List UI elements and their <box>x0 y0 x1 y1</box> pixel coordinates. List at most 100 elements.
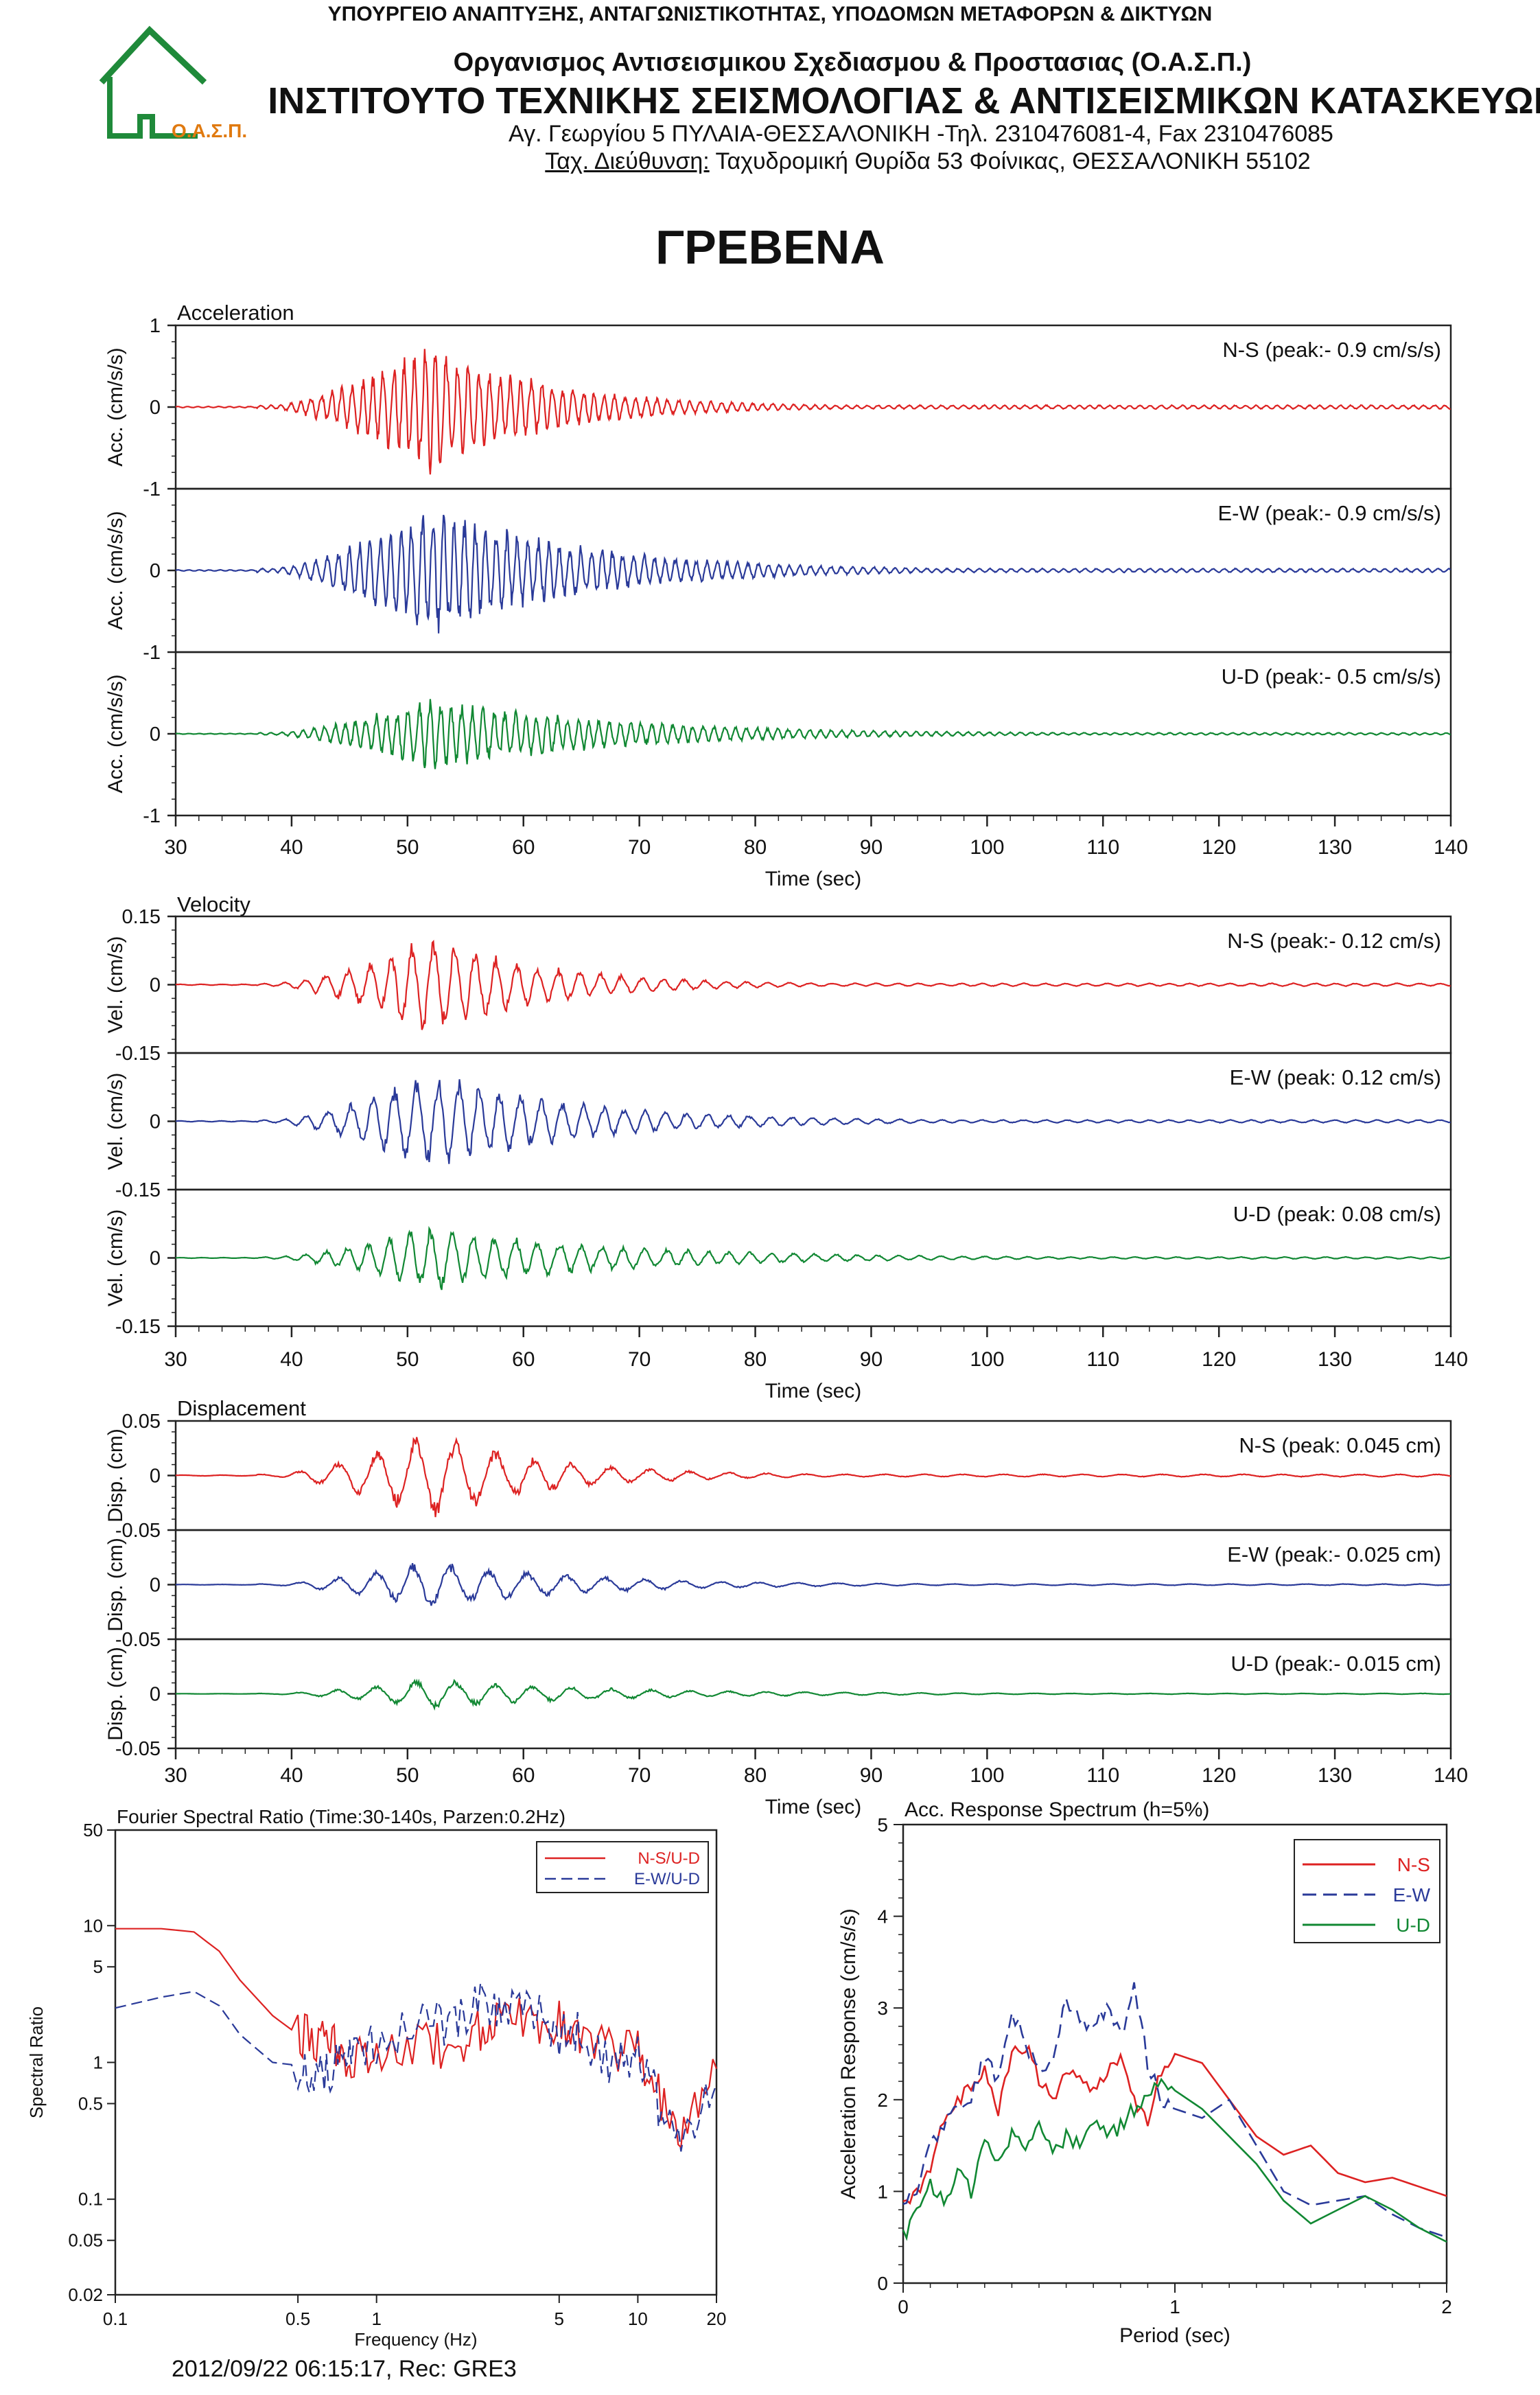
y-axis-label: Vel. (cm/s) <box>104 1210 127 1307</box>
x-tick-label: 100 <box>970 836 1004 859</box>
y-tick-label: 0 <box>877 2273 888 2294</box>
x-axis-label: Time (sec) <box>765 868 862 890</box>
x-tick-label: 110 <box>1086 836 1119 859</box>
x-tick-label: 90 <box>860 836 883 859</box>
peak-label-e-w: E-W (peak:- 0.025 cm) <box>1227 1542 1441 1566</box>
y-tick-label: 0 <box>150 724 161 745</box>
x-tick-label: 70 <box>628 836 651 859</box>
y-tick-label: 1 <box>150 315 161 337</box>
y-tick-label: 50 <box>83 1820 103 1840</box>
x-tick-label: 140 <box>1434 1764 1468 1787</box>
y-tick-label: -1 <box>143 642 161 664</box>
y-tick-label: -0.15 <box>115 1179 161 1201</box>
response-series-e-w <box>902 1982 1447 2238</box>
y-axis-label: Disp. (cm) <box>104 1538 127 1632</box>
y-tick-label: 0.05 <box>122 1411 161 1433</box>
y-tick-label: -0.05 <box>115 1520 161 1542</box>
x-tick-label: 60 <box>512 1764 535 1787</box>
ministry-header: ΥΠΟΥΡΓΕΙΟ ΑΝΑΠΤΥΞΗΣ, ΑΝΤΑΓΩΝΙΣΤΙΚΟΤΗΤΑΣ,… <box>327 3 1213 25</box>
y-tick-label: 0 <box>150 1466 161 1488</box>
x-tick-label: 80 <box>744 1764 767 1787</box>
x-tick-label: 120 <box>1202 1348 1236 1371</box>
waveform-n-s <box>175 1437 1451 1518</box>
x-tick-label: 60 <box>512 1348 535 1371</box>
y-tick-label: 2 <box>877 2090 888 2111</box>
y-tick-label: 1 <box>877 2181 888 2202</box>
y-tick-label: 0 <box>150 975 161 997</box>
y-axis-label: Disp. (cm) <box>104 1647 127 1741</box>
x-axis-label: Frequency (Hz) <box>354 2329 477 2350</box>
address-line: Αγ. Γεωργίου 5 ΠΥΛΑΙΑ-ΘΕΣΣΑΛΟΝΙΚΗ -Τηλ. … <box>509 121 1333 147</box>
y-axis-label: Disp. (cm) <box>104 1428 127 1523</box>
y-axis-label: Vel. (cm/s) <box>104 1073 127 1170</box>
peak-label-u-d: U-D (peak: 0.08 cm/s) <box>1233 1202 1441 1226</box>
y-tick-label: 0.5 <box>78 2093 103 2114</box>
y-axis-label: Acc. (cm/s/s) <box>104 347 127 466</box>
y-axis-label: Acc. (cm/s/s) <box>104 511 127 629</box>
x-tick-label: 5 <box>555 2309 564 2329</box>
x-tick-label: 80 <box>744 1348 767 1371</box>
x-tick-label: 40 <box>280 1764 303 1787</box>
x-tick-label: 80 <box>744 836 767 859</box>
peak-label-e-w: E-W (peak:- 0.9 cm/s/s) <box>1217 501 1441 525</box>
x-tick-label: 120 <box>1202 836 1236 859</box>
legend-label: E-W/U-D <box>634 1870 700 1888</box>
y-tick-label: 0 <box>150 560 161 582</box>
legend-label: N-S <box>1397 1854 1430 1875</box>
group-title-0: Acceleration <box>177 301 294 325</box>
postal-label: Ταχ. Διεύθυνση: <box>545 148 710 174</box>
x-axis-label: Time (sec) <box>765 1796 862 1818</box>
peak-label-u-d: U-D (peak:- 0.5 cm/s/s) <box>1222 664 1441 689</box>
x-tick-label: 40 <box>280 836 303 859</box>
waveform-u-d <box>175 699 1451 770</box>
fourier-frame <box>114 1829 718 2296</box>
y-tick-label: -1 <box>143 478 161 500</box>
x-tick-label: 30 <box>164 1348 187 1371</box>
y-tick-label: -0.05 <box>115 1629 161 1651</box>
logo-text: Ο.Α.Σ.Π. <box>172 120 247 141</box>
x-tick-label: 30 <box>164 1764 187 1787</box>
legend-label: U-D <box>1396 1914 1430 1936</box>
y-axis-label: Spectral Ratio <box>26 2006 47 2118</box>
response-title: Acc. Response Spectrum (h=5%) <box>905 1798 1209 1821</box>
peak-label-n-s: N-S (peak:- 0.12 cm/s) <box>1227 929 1441 953</box>
x-tick-label: 70 <box>628 1348 651 1371</box>
fourier-title: Fourier Spectral Ratio (Time:30-140s, Pa… <box>117 1806 565 1827</box>
y-tick-label: 0.02 <box>68 2284 103 2305</box>
fourier-series-n-s/u-d <box>115 1928 718 2149</box>
y-tick-label: 1 <box>93 2052 103 2073</box>
response-series-n-s <box>902 2044 1447 2206</box>
x-tick-label: 1 <box>371 2309 381 2329</box>
x-tick-label: 50 <box>396 836 419 859</box>
y-tick-label: 0.05 <box>68 2230 103 2251</box>
waveform-u-d <box>175 1225 1451 1291</box>
y-tick-label: -0.15 <box>115 1043 161 1065</box>
x-tick-label: 140 <box>1434 836 1468 859</box>
peak-label-u-d: U-D (peak:- 0.015 cm) <box>1230 1652 1441 1676</box>
x-tick-label: 60 <box>512 836 535 859</box>
y-tick-label: 4 <box>877 1906 888 1928</box>
y-axis-label: Vel. (cm/s) <box>104 936 127 1034</box>
peak-label-n-s: N-S (peak: 0.045 cm) <box>1239 1433 1441 1457</box>
fourier-legend <box>536 1841 709 1893</box>
x-axis-label: Period (sec) <box>1119 2324 1230 2347</box>
x-tick-label: 110 <box>1086 1764 1119 1787</box>
group-title-2: Displacement <box>177 1396 306 1420</box>
x-tick-label: 0 <box>898 2296 909 2317</box>
x-tick-label: 20 <box>707 2309 727 2329</box>
oasp-logo: Ο.Α.Σ.Π. <box>99 25 247 141</box>
group-title-1: Velocity <box>177 892 250 916</box>
record-stamp: 2012/09/22 06:15:17, Rec: GRE3 <box>172 2356 517 2382</box>
postal-address-line: Ταχ. Διεύθυνση: Ταχυδρομική Θυρίδα 53 Φο… <box>0 148 1540 175</box>
response-series-u-d <box>902 2077 1447 2243</box>
x-tick-label: 120 <box>1202 1764 1236 1787</box>
waveform-e-w <box>175 1079 1451 1164</box>
y-tick-label: 0 <box>150 1575 161 1597</box>
y-tick-label: 5 <box>877 1814 888 1836</box>
y-tick-label: -0.05 <box>115 1738 161 1760</box>
y-tick-label: 5 <box>93 1956 103 1977</box>
logo-roof-icon <box>99 25 207 85</box>
x-tick-label: 70 <box>628 1764 651 1787</box>
waveform-u-d <box>175 1678 1451 1711</box>
